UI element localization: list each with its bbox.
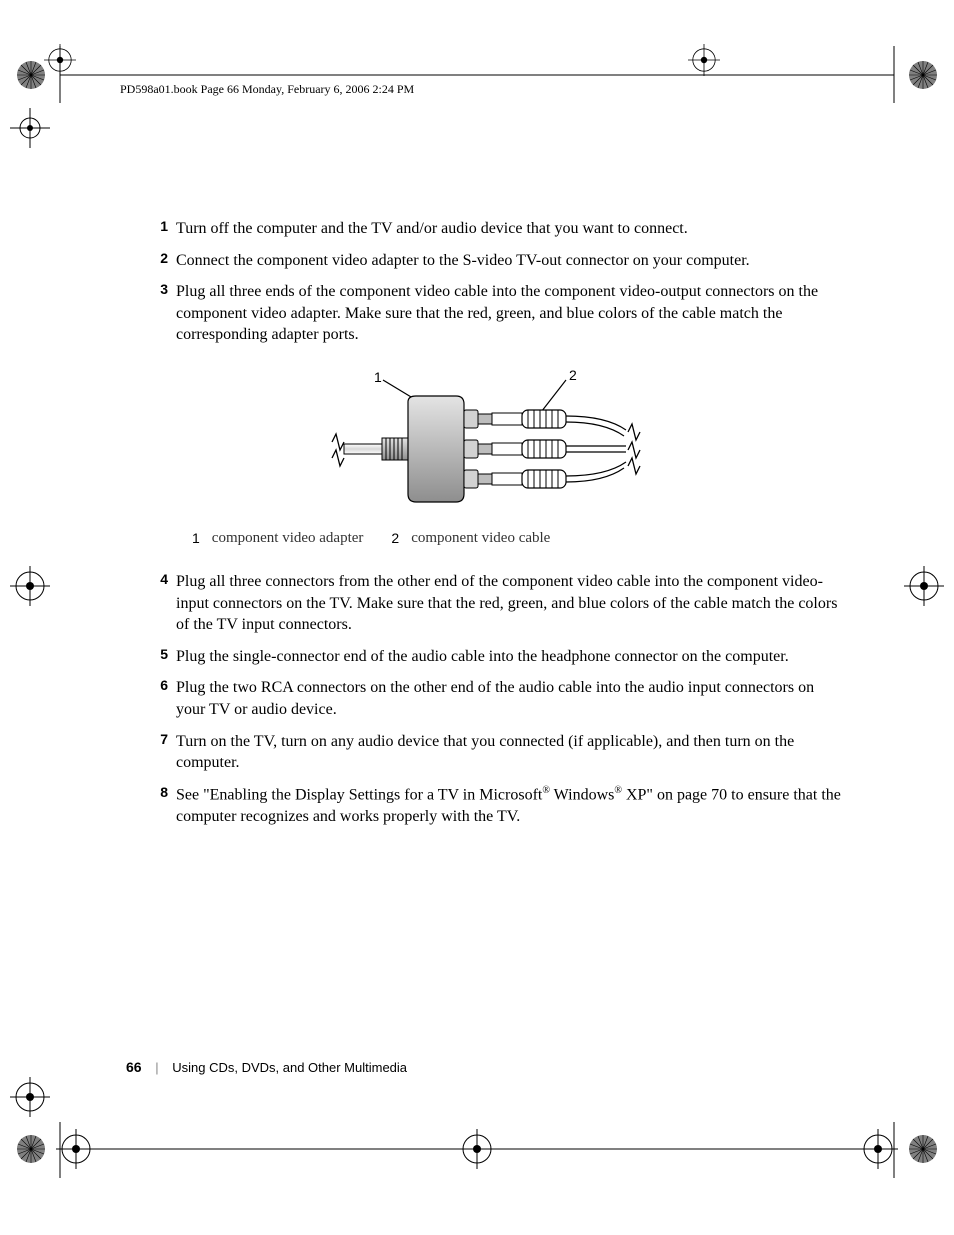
step-number: 2 [146, 250, 176, 272]
step-number: 6 [146, 677, 176, 720]
registered-mark: ® [542, 785, 550, 796]
instruction-step: 3 Plug all three ends of the component v… [146, 281, 846, 346]
step-text: Turn on the TV, turn on any audio device… [176, 731, 846, 774]
instruction-step: 4 Plug all three connectors from the oth… [146, 571, 846, 636]
document-page: PD598a01.book Page 66 Monday, February 6… [0, 0, 954, 1235]
registered-mark: ® [614, 785, 622, 796]
step8-part2: Windows [550, 786, 614, 803]
step-text: Turn off the computer and the TV and/or … [176, 218, 846, 240]
figure-callout-2: 2 [569, 367, 577, 383]
adapter-ports [464, 410, 492, 488]
page-number: 66 [126, 1059, 142, 1075]
component-cables [492, 410, 640, 488]
legend-number: 1 [192, 530, 200, 547]
page-header-tagline: PD598a01.book Page 66 Monday, February 6… [120, 82, 414, 97]
step-text: See "Enabling the Display Settings for a… [176, 784, 846, 828]
step-number: 7 [146, 731, 176, 774]
figure-legend: 1 component video adapter 2 component vi… [192, 530, 846, 547]
step-text: Plug all three connectors from the other… [176, 571, 846, 636]
step8-part1: See "Enabling the Display Settings for a… [176, 786, 542, 803]
figure-callout-1: 1 [374, 369, 382, 385]
footer-separator: | [155, 1060, 158, 1075]
step-number: 8 [146, 784, 176, 828]
page-content: 1 Turn off the computer and the TV and/o… [146, 218, 846, 837]
instruction-step: 7 Turn on the TV, turn on any audio devi… [146, 731, 846, 774]
section-title: Using CDs, DVDs, and Other Multimedia [172, 1060, 407, 1075]
legend-number: 2 [391, 530, 399, 547]
instruction-step: 2 Connect the component video adapter to… [146, 250, 846, 272]
step-number: 5 [146, 646, 176, 668]
instruction-step: 1 Turn off the computer and the TV and/o… [146, 218, 846, 240]
step-number: 3 [146, 281, 176, 346]
step-text: Plug the two RCA connectors on the other… [176, 677, 846, 720]
instruction-step: 6 Plug the two RCA connectors on the oth… [146, 677, 846, 720]
step-text: Connect the component video adapter to t… [176, 250, 846, 272]
step-number: 1 [146, 218, 176, 240]
legend-text: component video cable [411, 530, 550, 547]
figure-component-adapter: 1 2 [146, 366, 846, 516]
legend-text: component video adapter [212, 530, 364, 547]
step-number: 4 [146, 571, 176, 636]
step-text: Plug all three ends of the component vid… [176, 281, 846, 346]
instruction-step: 5 Plug the single-connector end of the a… [146, 646, 846, 668]
page-footer: 66 | Using CDs, DVDs, and Other Multimed… [126, 1059, 407, 1075]
step-text: Plug the single-connector end of the aud… [176, 646, 846, 668]
instruction-step: 8 See "Enabling the Display Settings for… [146, 784, 846, 828]
